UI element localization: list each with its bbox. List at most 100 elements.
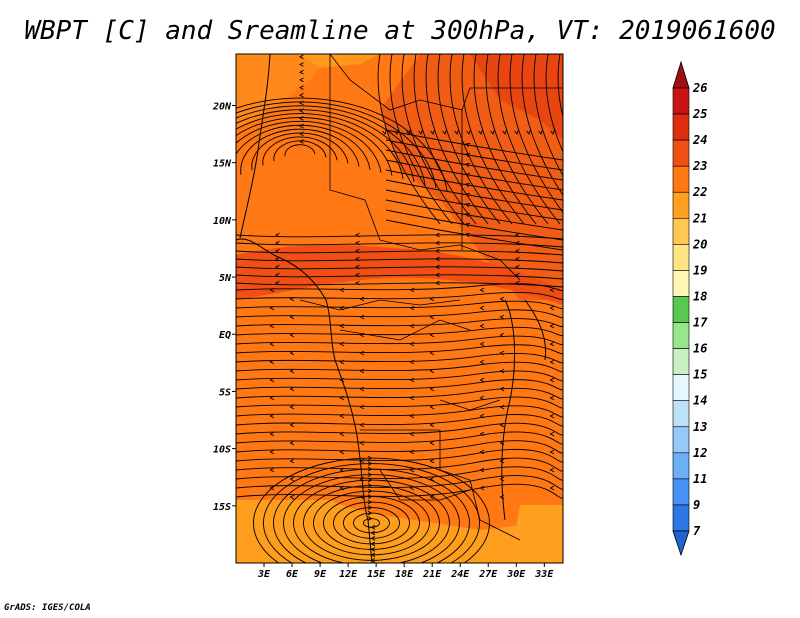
streamline bbox=[236, 422, 563, 436]
streamline-arrow bbox=[359, 422, 365, 428]
streamline-arrow bbox=[479, 359, 485, 365]
colorbar-bottom-arrow bbox=[672, 530, 690, 557]
streamline bbox=[236, 274, 563, 280]
streamline-arrow bbox=[409, 323, 415, 329]
streamline-arrow bbox=[339, 395, 345, 401]
colorbar-label: 14 bbox=[693, 394, 707, 408]
streamline-arrow bbox=[570, 459, 574, 463]
colorbar-label: 25 bbox=[692, 107, 707, 121]
streamline-arrow bbox=[367, 499, 373, 505]
streamline-arrow bbox=[429, 440, 435, 446]
streamline-arrow bbox=[409, 431, 415, 437]
colorbar-label: 13 bbox=[693, 420, 707, 434]
streamline-arrow bbox=[367, 461, 373, 466]
streamline-arrow bbox=[549, 323, 555, 329]
colorbar-label: 15 bbox=[693, 368, 707, 382]
streamline-arrow bbox=[409, 413, 415, 419]
streamline bbox=[236, 387, 563, 400]
streamline-arrow bbox=[435, 240, 440, 246]
x-tick-label: 18E bbox=[395, 569, 414, 580]
streamline bbox=[236, 124, 371, 170]
shade-ne-hot bbox=[470, 54, 563, 140]
streamline bbox=[385, 219, 563, 251]
y-axis: 20N 15N 10N 5N EQ 5S 10S 15S bbox=[212, 101, 236, 513]
streamline-arrow bbox=[355, 256, 360, 262]
streamline-arrow bbox=[409, 341, 415, 347]
colorbar-label: 18 bbox=[693, 289, 707, 303]
streamline-arrow bbox=[570, 351, 574, 355]
streamline-arrow bbox=[465, 212, 471, 218]
streamline bbox=[236, 250, 563, 256]
streamline-arrow bbox=[269, 467, 275, 473]
colorbar-label: 11 bbox=[693, 472, 707, 486]
streamline-arrow bbox=[429, 296, 435, 302]
streamline-arrow bbox=[406, 130, 411, 135]
x-tick-label: 30E bbox=[506, 569, 526, 580]
streamline-arrow bbox=[409, 377, 415, 383]
streamline-arrow bbox=[289, 296, 295, 302]
streamline-arrow bbox=[289, 332, 295, 338]
colorbar-label: 9 bbox=[693, 498, 700, 512]
grads-credit: GrADS: IGES/COLA bbox=[4, 603, 91, 613]
streamline-arrow bbox=[514, 130, 519, 135]
streamline-arrow bbox=[538, 130, 543, 135]
streamline-arrow bbox=[339, 287, 345, 293]
streamline bbox=[236, 353, 563, 364]
streamline-arrow bbox=[367, 505, 373, 510]
streamline-arrow bbox=[370, 558, 376, 563]
streamline-arrow bbox=[465, 202, 471, 208]
streamline-arrow bbox=[479, 305, 485, 311]
streamline-arrow bbox=[499, 458, 505, 464]
streamline bbox=[313, 490, 430, 556]
streamline-arrow bbox=[289, 350, 295, 356]
colorbar-label: 17 bbox=[693, 316, 708, 330]
streamline-arrow bbox=[549, 449, 555, 455]
streamline-arrow bbox=[549, 287, 555, 293]
streamline-arrow bbox=[454, 130, 459, 135]
streamline-arrow bbox=[409, 359, 415, 365]
streamline bbox=[497, 54, 561, 225]
y-tick-label: 20N bbox=[212, 101, 232, 112]
streamline bbox=[557, 54, 563, 119]
streamline bbox=[385, 199, 563, 231]
streamline-arrow bbox=[269, 377, 275, 383]
streamline-arrow bbox=[409, 449, 415, 455]
streamline-arrow bbox=[435, 280, 440, 286]
streamline-arrow bbox=[355, 272, 360, 278]
streamline-arrow bbox=[269, 305, 275, 311]
streamline-arrow bbox=[435, 264, 440, 270]
streamline-arrow bbox=[570, 423, 574, 427]
streamline-arrow bbox=[570, 333, 574, 337]
streamline-arrow bbox=[269, 287, 275, 293]
y-tick-label: 10N bbox=[213, 216, 232, 227]
streamline-arrow bbox=[371, 564, 375, 568]
streamline-arrow bbox=[515, 272, 520, 278]
streamline bbox=[236, 318, 563, 328]
colorbar-segment bbox=[672, 191, 690, 219]
streamline bbox=[333, 501, 410, 545]
streamline-arrow bbox=[550, 130, 555, 135]
streamline-arrow bbox=[370, 530, 376, 536]
streamline-arrow bbox=[289, 494, 295, 500]
streamline bbox=[236, 361, 563, 373]
streamline-arrow bbox=[570, 477, 574, 481]
colorbar-segment bbox=[672, 244, 690, 271]
streamline-arrow bbox=[479, 287, 485, 293]
colorbar-segment bbox=[672, 165, 690, 193]
x-tick-label: 21E bbox=[422, 569, 442, 580]
streamline-arrow bbox=[269, 431, 275, 437]
streamline-arrow bbox=[299, 77, 304, 83]
streamline-arrow bbox=[499, 368, 505, 374]
colorbar-segment bbox=[672, 504, 690, 532]
streamline-arrow bbox=[409, 287, 415, 293]
streamline-arrow bbox=[429, 332, 435, 338]
x-tick-label: 6E bbox=[286, 569, 299, 580]
streamline-arrow bbox=[465, 152, 471, 158]
streamline-arrow bbox=[549, 341, 555, 347]
streamline-arrow bbox=[466, 130, 471, 135]
streamline-arrow bbox=[435, 232, 440, 238]
streamline bbox=[533, 54, 563, 177]
streamline-arrow bbox=[299, 139, 304, 144]
streamline-arrow bbox=[499, 440, 505, 446]
streamline bbox=[377, 54, 441, 225]
